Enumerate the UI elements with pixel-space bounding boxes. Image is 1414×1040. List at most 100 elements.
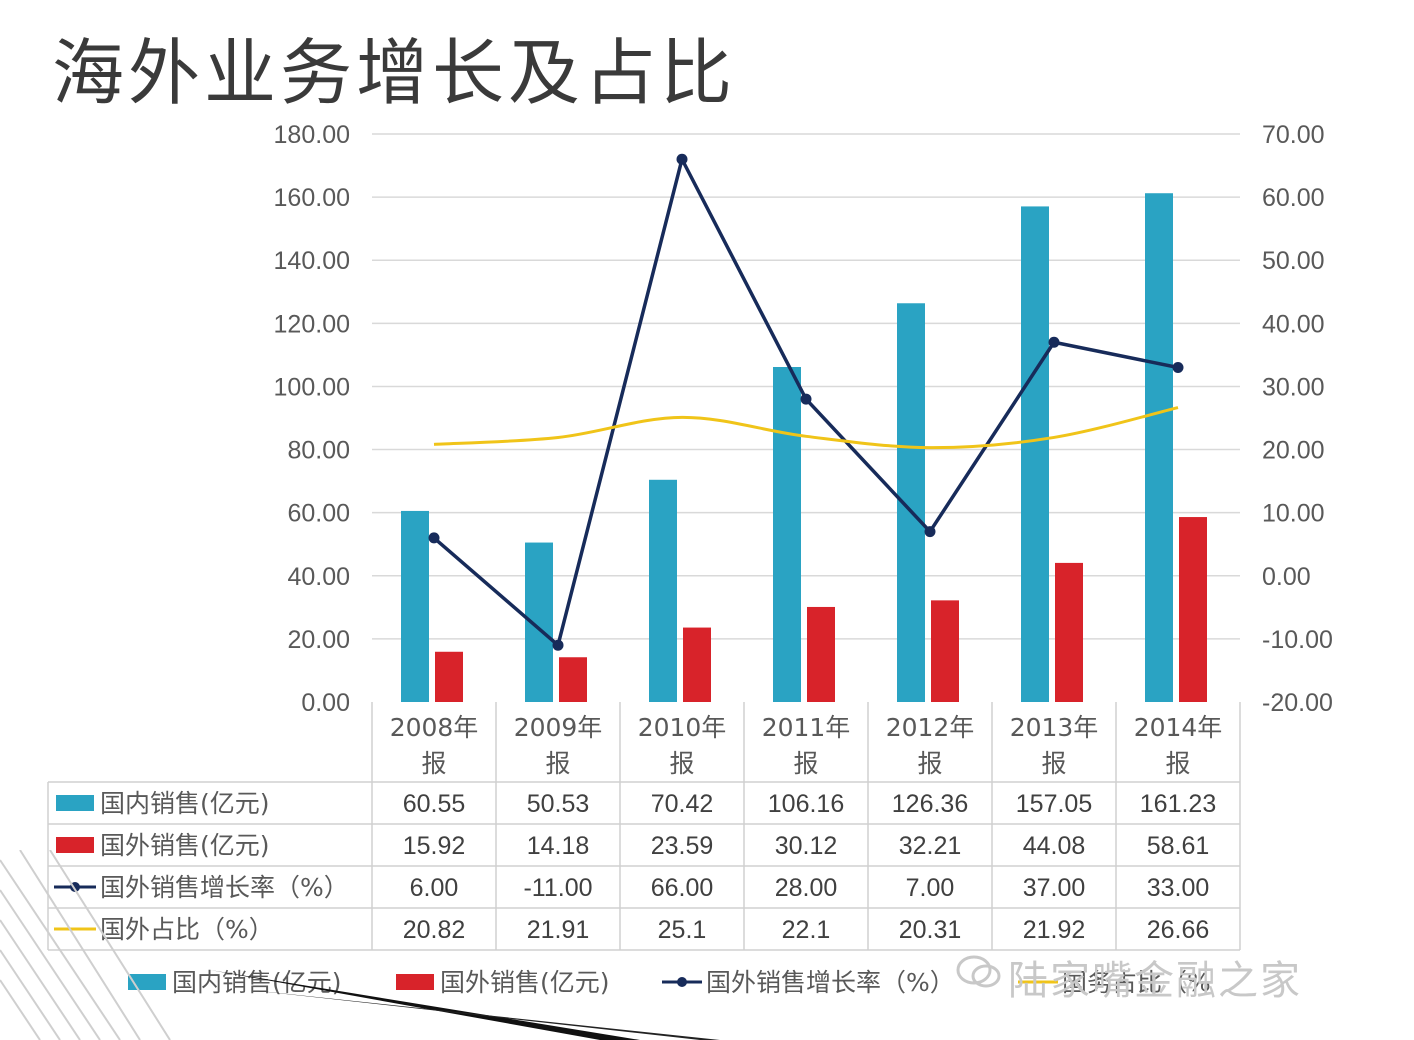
y-axis-right: -20.00 -10.00 0.00 10.00 20.00 30.00 40.00 50.0…: [1262, 121, 1333, 717]
y-axis-left: 0.00 20.00 40.00 60.00 80.00 100.00 120.00 140.…: [274, 121, 350, 717]
page-title: 海外业务增长及占比: [52, 31, 737, 115]
y-left-tick-label: 20.00: [287, 626, 350, 654]
x-tick-label: 报: [1165, 749, 1190, 778]
x-tick-label: 2010年: [638, 713, 727, 742]
y-left-tick-label: 80.00: [287, 437, 350, 465]
x-tick-label: 报: [545, 749, 570, 778]
y-right-tick-label: -20.00: [1262, 689, 1333, 717]
table-row-swatch: [56, 837, 94, 853]
table-cell: 33.00: [1147, 874, 1210, 902]
table-cell: 20.31: [899, 916, 962, 944]
y-right-tick-label: 20.00: [1262, 437, 1325, 465]
x-tick-label: 报: [793, 749, 818, 778]
table-row-label: 国外占比（%）: [100, 915, 274, 944]
y-right-tick-label: 70.00: [1262, 121, 1325, 149]
legend-swatch: [128, 974, 166, 990]
watermark-text: 陆家嘴金融之家: [1008, 958, 1302, 1004]
table-cell: 15.92: [403, 832, 466, 860]
wechat-icon: [956, 955, 1001, 988]
line-growth-point: [1172, 362, 1184, 374]
bar-foreign: [435, 651, 463, 702]
line-growth-point: [800, 393, 812, 405]
legend-label: 国务占比（%: [1062, 968, 1211, 997]
table-cell: 14.18: [527, 832, 590, 860]
table-cell: 6.00: [410, 874, 459, 902]
table-cell: 60.55: [403, 790, 466, 818]
bar-domestic: [1021, 206, 1049, 703]
y-right-tick-label: 40.00: [1262, 310, 1325, 338]
table-cell: 28.00: [775, 874, 838, 902]
table-cell: 22.1: [782, 916, 831, 944]
x-tick-label: 2012年: [886, 713, 975, 742]
line-growth-point: [676, 153, 688, 165]
table-row-label: 国外销售增长率（%）: [100, 873, 349, 902]
y-left-tick-label: 60.00: [287, 500, 350, 528]
table-row-swatch: [56, 795, 94, 811]
line-series: [428, 153, 1184, 651]
bar-foreign: [683, 627, 711, 702]
bar-foreign: [1055, 562, 1083, 702]
y-left-tick-label: 0.00: [301, 689, 350, 717]
x-tick-label: 2008年: [390, 713, 479, 742]
table-cell: 32.21: [899, 832, 962, 860]
table-cell: 50.53: [527, 790, 590, 818]
y-left-tick-label: 100.00: [274, 373, 350, 401]
bar-series: [401, 193, 1207, 703]
table-cell: 25.1: [658, 916, 707, 944]
bar-domestic: [773, 367, 801, 702]
y-right-tick-label: 0.00: [1262, 563, 1311, 591]
line-growth-point: [428, 532, 440, 544]
table-cell: 7.00: [906, 874, 955, 902]
legend-label: 国内销售(亿元): [172, 968, 342, 997]
y-right-tick-label: 30.00: [1262, 373, 1325, 401]
x-tick-label: 报: [421, 749, 446, 778]
y-left-tick-label: 140.00: [274, 247, 350, 275]
table-cell: 20.82: [403, 916, 466, 944]
table-cell: 106.16: [768, 790, 844, 818]
table-cell: 161.23: [1140, 790, 1216, 818]
y-right-tick-label: 60.00: [1262, 184, 1325, 212]
bar-foreign: [807, 606, 835, 702]
table-cell: 70.42: [651, 790, 714, 818]
bar-domestic: [401, 510, 429, 702]
table-cell: 66.00: [651, 874, 714, 902]
bar-foreign: [1179, 517, 1207, 702]
table-row-label: 国外销售(亿元): [100, 831, 270, 860]
line-growth-point: [924, 526, 936, 538]
legend-label: 国外销售增长率（%）: [706, 968, 955, 997]
table-cell: 37.00: [1023, 874, 1086, 902]
y-right-tick-label: -10.00: [1262, 626, 1333, 654]
y-left-tick-label: 120.00: [274, 310, 350, 338]
x-tick-label: 报: [917, 749, 942, 778]
table-cell: 23.59: [651, 832, 714, 860]
legend-label: 国外销售(亿元): [440, 968, 610, 997]
x-tick-label: 2011年: [762, 713, 851, 742]
line-growth-point: [552, 639, 564, 651]
x-tick-label: 2013年: [1010, 713, 1099, 742]
table-cell: 58.61: [1147, 832, 1210, 860]
table-cell: -11.00: [523, 874, 592, 902]
table-cell: 126.36: [892, 790, 968, 818]
table-row-label: 国内销售(亿元): [100, 789, 270, 818]
x-tick-label: 报: [669, 749, 694, 778]
gridlines: [372, 133, 1240, 640]
y-right-tick-label: 50.00: [1262, 247, 1325, 275]
bar-domestic: [1145, 193, 1173, 702]
legend-swatch-marker: [677, 977, 687, 987]
table-cell: 21.91: [527, 916, 590, 944]
x-tick-label: 2009年: [514, 713, 603, 742]
table-cell: 21.92: [1023, 916, 1086, 944]
x-tick-label: 报: [1041, 749, 1066, 778]
legend: 国内销售(亿元) 国外销售(亿元) 国外销售增长率（%） 国务占比（%: [128, 968, 1211, 997]
table-cell: 44.08: [1023, 832, 1086, 860]
bar-foreign: [559, 657, 587, 702]
legend-swatch: [396, 974, 434, 990]
table-cell: 26.66: [1147, 916, 1210, 944]
line-growth-point: [1048, 336, 1060, 348]
table-cell: 30.12: [775, 832, 838, 860]
bar-domestic: [649, 479, 677, 702]
decorative-stripes: [0, 850, 720, 1040]
y-left-tick-label: 180.00: [274, 121, 350, 149]
